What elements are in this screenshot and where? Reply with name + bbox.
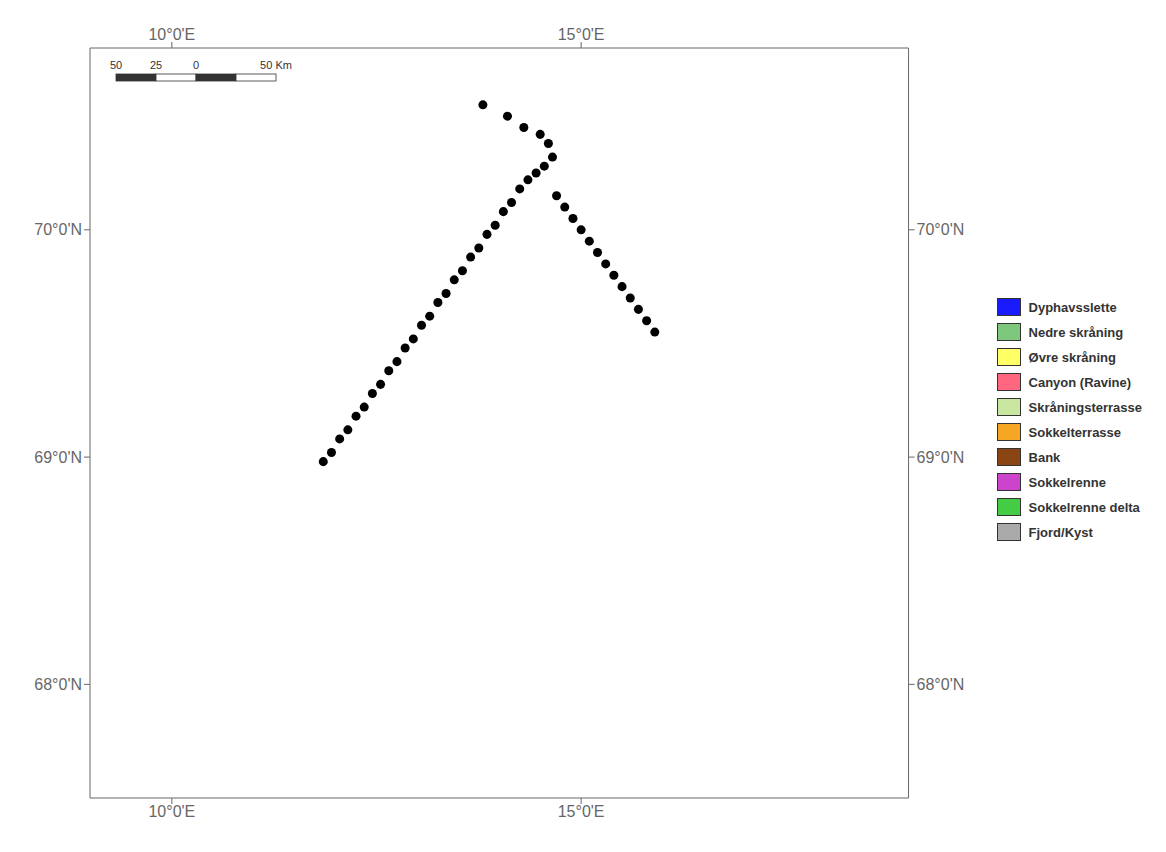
html-text:Øvre skråning: Øvre skråning — [1028, 349, 1116, 365]
svg-text:70°0'N: 70°0'N — [917, 221, 965, 238]
html-text:Fjord/Kyst: Fjord/Kyst — [1028, 524, 1093, 540]
svg-text:69°0'N: 69°0'N — [34, 449, 82, 466]
svg-text:0: 0 — [193, 59, 199, 71]
svg-text:69°0'N: 69°0'N — [917, 449, 965, 466]
svg-text:15°0'E: 15°0'E — [558, 26, 605, 43]
svg-text:15°0'E: 15°0'E — [558, 803, 605, 820]
svg-text:50: 50 — [110, 59, 122, 71]
html-text:Sokkelrenne: Sokkelrenne — [1028, 474, 1106, 490]
svg-text:10°0'E: 10°0'E — [148, 803, 195, 820]
svg-text:68°0'N: 68°0'N — [34, 676, 82, 693]
html-text:Nedre skråning: Nedre skråning — [1028, 324, 1124, 340]
svg-text:70°0'N: 70°0'N — [34, 221, 82, 238]
html-text:Skråningsterrasse: Skråningsterrasse — [1028, 399, 1142, 415]
svg-text:10°0'E: 10°0'E — [148, 26, 195, 43]
html-text:Bank: Bank — [1028, 449, 1061, 465]
svg-text:68°0'N: 68°0'N — [917, 676, 965, 693]
svg-text:50 Km: 50 Km — [260, 59, 292, 71]
html-text:Canyon (Ravine): Canyon (Ravine) — [1028, 374, 1132, 390]
html-text:Dyphavsslette: Dyphavsslette — [1028, 299, 1117, 315]
html-text:Sokkelrenne delta: Sokkelrenne delta — [1028, 499, 1140, 515]
html-text:Sokkelterrasse: Sokkelterrasse — [1028, 424, 1122, 440]
svg-text:25: 25 — [150, 59, 162, 71]
